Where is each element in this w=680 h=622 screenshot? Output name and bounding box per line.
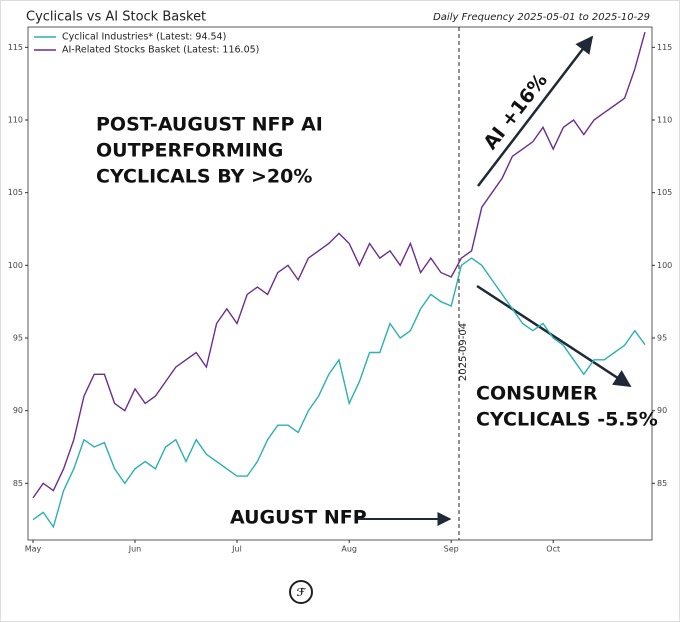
y-tick-label: 115 [8,43,23,52]
headline: CYCLICALS BY >20% [96,166,312,188]
series-line [32,31,646,499]
y-tick-label: 105 [657,188,672,197]
arrow [477,35,594,187]
y-tick-label: 100 [657,261,672,270]
chart-subtitle: Daily Frequency 2025-05-01 to 2025-10-29 [433,12,650,23]
y-tick-label: 115 [657,43,672,52]
legend-label: Cyclical Industries* (Latest: 94.54) [62,32,226,43]
logo-glyph: ℱ [297,586,307,599]
x-tick-label: Sep [444,545,459,554]
x-tick-label: Jun [128,545,142,554]
x-tick-label: Oct [546,545,560,554]
y-tick-label: 90 [13,406,23,415]
x-tick-label: May [25,545,42,554]
legend-label: AI-Related Stocks Basket (Latest: 116.05… [62,45,259,56]
consumer-label: CYCLICALS -5.5% [476,409,658,431]
event-label: 2025-09-04 [458,323,469,381]
arrow [476,284,632,388]
y-tick-label: 110 [8,116,23,125]
x-tick-label: Aug [341,545,357,554]
y-tick-label: 110 [657,116,672,125]
headline: POST-AUGUST NFP AI [96,114,323,136]
headline: OUTPERFORMING [96,140,283,162]
nfp-label: AUGUST NFP [230,507,367,529]
y-tick-label: 90 [657,406,667,415]
chart-title: Cyclicals vs AI Stock Basket [26,10,206,25]
logo [289,580,313,604]
series-line [32,257,646,529]
legend: Cyclical Industries* (Latest: 94.54) AI-R… [34,32,259,56]
y-tick-label: 105 [8,188,23,197]
plot-frame [27,26,653,541]
y-tick-label: 95 [13,333,23,342]
y-tick-label: 95 [657,333,667,342]
y-tick-label: 85 [657,479,667,488]
consumer-label: CONSUMER [476,383,598,405]
y-tick-label: 100 [8,261,23,270]
x-tick-label: Jul [231,545,242,554]
y-tick-label: 85 [13,479,23,488]
